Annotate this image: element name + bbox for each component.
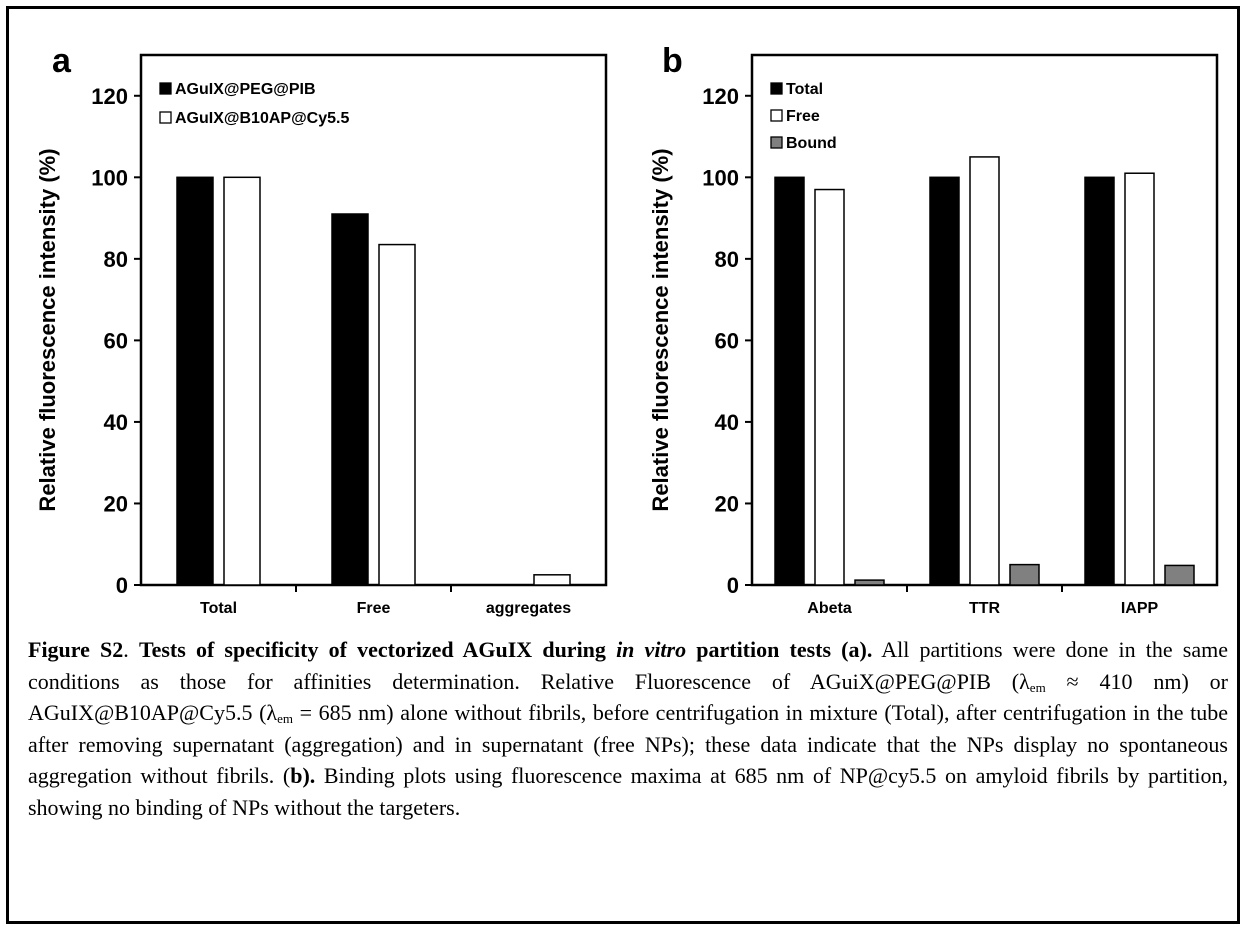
y-tick-label: 60 bbox=[104, 328, 128, 353]
x-category-label: TTR bbox=[969, 600, 1001, 617]
y-tick-label: 60 bbox=[715, 328, 739, 353]
x-category-label: Free bbox=[357, 600, 391, 617]
caption-text-4: Binding plots using fluorescence maxima … bbox=[28, 763, 1229, 820]
y-tick-label: 20 bbox=[104, 491, 128, 516]
caption-text-1: All partitions were done in the same con… bbox=[28, 637, 1229, 694]
bar-total bbox=[929, 176, 960, 586]
y-tick-label: 20 bbox=[715, 491, 739, 516]
legend-label: Bound bbox=[786, 135, 837, 152]
y-tick-label: 0 bbox=[727, 573, 739, 598]
plot-area-a bbox=[139, 53, 608, 587]
legend-swatch bbox=[159, 111, 172, 124]
y-tick-label: 120 bbox=[91, 84, 128, 109]
figure-caption: Figure S2. Tests of specificity of vecto… bbox=[28, 634, 1228, 823]
y-tick-label: 40 bbox=[715, 410, 739, 435]
y-axis-label: Relative fluorescence intensity (%) bbox=[35, 148, 60, 511]
bar-bound bbox=[1164, 564, 1195, 586]
caption-sub-1: em bbox=[1029, 679, 1046, 695]
caption-title-b: partition tests (a). bbox=[686, 637, 873, 662]
y-tick-label: 80 bbox=[104, 247, 128, 272]
bar-bound bbox=[1009, 563, 1040, 586]
legend-label: Free bbox=[786, 108, 820, 125]
caption-sub-2: em bbox=[277, 711, 293, 726]
figure-charts: a 0 20 40 60 80 100 120 Relative fluorescence in… bbox=[35, 42, 1219, 617]
bar-aguix-b10ap-cy5-5 bbox=[223, 176, 261, 586]
x-category-label: Total bbox=[200, 600, 237, 617]
bar-total bbox=[1084, 176, 1115, 586]
bar-free bbox=[814, 188, 845, 586]
caption-title-italic: in vitro bbox=[616, 637, 687, 662]
y-tick-label: 0 bbox=[116, 573, 128, 598]
y-axis-label: Relative fluorescence intensity (%) bbox=[648, 148, 673, 511]
bar-aguix-b10ap-cy5-5 bbox=[378, 243, 416, 586]
x-category-label: Abeta bbox=[807, 600, 852, 617]
legend-swatch bbox=[770, 109, 783, 122]
legend-swatch bbox=[770, 136, 783, 149]
y-tick-label: 80 bbox=[715, 247, 739, 272]
y-tick-label: 100 bbox=[91, 165, 128, 190]
panel-letter-b: b bbox=[662, 42, 683, 80]
legend-swatch bbox=[159, 82, 172, 95]
bar-total bbox=[774, 176, 805, 586]
x-category-label: aggregates bbox=[486, 600, 571, 617]
panel-letter-a: a bbox=[52, 42, 72, 80]
y-tick-label: 120 bbox=[702, 84, 739, 109]
caption-title-a: Tests of specificity of vectorized AGuIX… bbox=[138, 637, 617, 662]
legend-label: Total bbox=[786, 81, 823, 98]
caption-b-label: b). bbox=[290, 763, 316, 788]
caption-text-2: ≈ 410 nm) or AGuIX@B10AP@Cy5.5 (λ bbox=[28, 668, 1228, 726]
bar-aguix-peg-pib bbox=[331, 213, 369, 586]
bar-aguix-peg-pib bbox=[176, 176, 214, 586]
x-category-label: IAPP bbox=[1121, 600, 1159, 617]
y-tick-label: 40 bbox=[104, 410, 128, 435]
y-tick-label: 100 bbox=[702, 165, 739, 190]
legend-label: AGuIX@PEG@PIB bbox=[175, 81, 316, 98]
panel-a-chart: a 0 20 40 60 80 100 120 Relative fluorescence in… bbox=[35, 42, 608, 617]
caption-fig-label: Figure S2 bbox=[28, 637, 124, 662]
bar-aguix-b10ap-cy5-5 bbox=[533, 574, 571, 586]
legend-swatch bbox=[770, 82, 783, 95]
bar-free bbox=[969, 156, 1000, 586]
caption-text-3: = 685 nm) alone without fibrils, before … bbox=[28, 700, 1228, 788]
caption-dot: . bbox=[123, 637, 139, 662]
legend-label: AGuIX@B10AP@Cy5.5 bbox=[175, 110, 349, 127]
bar-bound bbox=[854, 579, 885, 586]
bar-free bbox=[1124, 172, 1155, 586]
panel-b-chart: b 0 20 40 60 80 100 120 Relative fluorescence in… bbox=[648, 42, 1219, 617]
